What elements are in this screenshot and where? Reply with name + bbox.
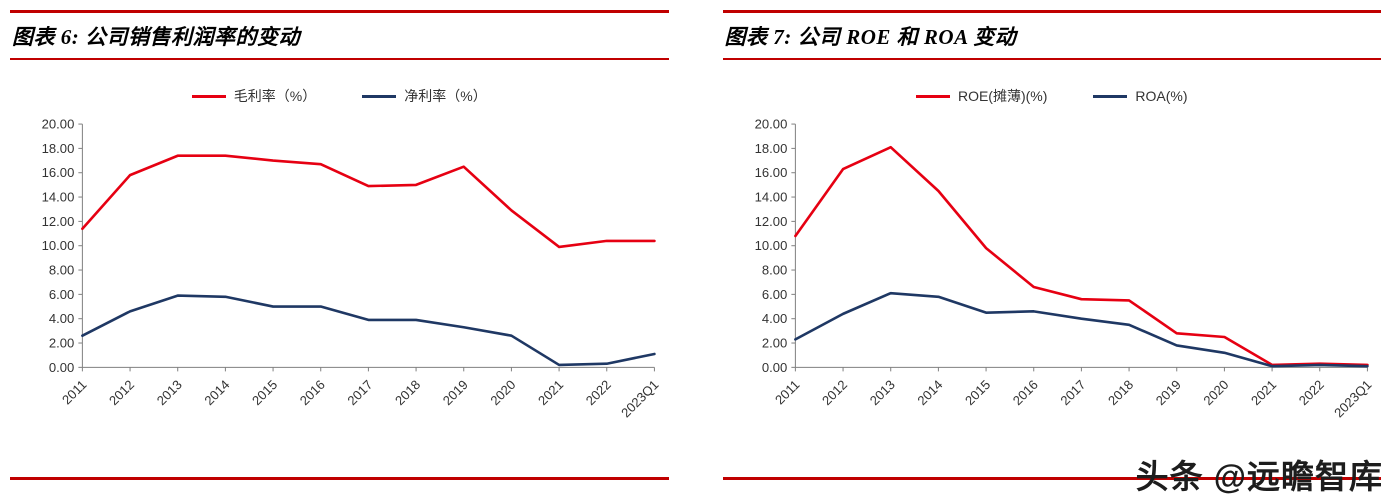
svg-text:2017: 2017	[1057, 377, 1088, 408]
svg-text:12.00: 12.00	[754, 214, 787, 229]
series-line	[81, 294, 656, 367]
svg-text:14.00: 14.00	[754, 190, 787, 205]
svg-text:2022: 2022	[1295, 377, 1326, 408]
svg-text:2015: 2015	[962, 377, 993, 408]
svg-text:2021: 2021	[1248, 377, 1279, 408]
svg-text:0.00: 0.00	[49, 360, 74, 375]
svg-text:2021: 2021	[535, 377, 566, 408]
svg-text:2020: 2020	[487, 377, 518, 408]
svg-text:20.00: 20.00	[754, 117, 787, 132]
chart-plot: 0.00 2.00 4.00 6.00 8.00 10.00 12.00 14.00 16.00…	[10, 112, 669, 436]
svg-text:8.00: 8.00	[761, 263, 786, 278]
svg-text:18.00: 18.00	[42, 141, 75, 156]
title-top-rule	[722, 10, 1381, 13]
svg-text:0.00: 0.00	[761, 360, 786, 375]
figure-panel-chart7: 图表 7: 公司 ROE 和 ROA 变动 ROE(摊薄)(%) ROA(%) 0…	[722, 10, 1382, 480]
svg-text:6.00: 6.00	[49, 287, 74, 302]
svg-text:2013: 2013	[866, 377, 897, 408]
svg-text:2012: 2012	[106, 377, 137, 408]
chart-legend: 毛利率（%） 净利率（%）	[10, 86, 669, 106]
svg-text:2016: 2016	[297, 377, 328, 408]
svg-text:10.00: 10.00	[754, 238, 787, 253]
svg-text:2018: 2018	[392, 377, 423, 408]
svg-text:2013: 2013	[154, 377, 185, 408]
svg-text:4.00: 4.00	[761, 311, 786, 326]
legend-label: ROA(%)	[1135, 88, 1188, 104]
legend-line-swatch	[915, 94, 950, 98]
svg-text:18.00: 18.00	[754, 141, 787, 156]
svg-text:2019: 2019	[1152, 377, 1183, 408]
svg-text:12.00: 12.00	[42, 214, 75, 229]
legend-item: ROE(摊薄)(%)	[915, 86, 1048, 106]
svg-text:2016: 2016	[1009, 377, 1040, 408]
legend-line-swatch	[1093, 94, 1128, 98]
svg-text:4.00: 4.00	[49, 311, 74, 326]
y-axis: 0.00 2.00 4.00 6.00 8.00 10.00 12.00 14.00 16.00…	[42, 117, 83, 375]
svg-text:2020: 2020	[1200, 377, 1231, 408]
x-axis: 2011 2012 2013 2014 2015 2016 2017 2018 2019 2020…	[59, 366, 662, 420]
line-chart-svg: 0.00 2.00 4.00 6.00 8.00 10.00 12.00 14.00 16.00…	[754, 117, 1374, 421]
svg-text:2023Q1: 2023Q1	[618, 377, 661, 420]
report-figures-row: 图表 6: 公司销售利润率的变动 毛利率（%） 净利率（%） 0.00 2.00 4.…	[10, 10, 1382, 480]
legend-label: 净利率（%）	[404, 88, 487, 104]
svg-text:8.00: 8.00	[49, 263, 74, 278]
title-top-rule	[10, 10, 669, 13]
chart-legend: ROE(摊薄)(%) ROA(%)	[723, 86, 1382, 106]
title-bottom-rule	[10, 58, 669, 60]
watermark: 头条 @远瞻智库	[1135, 458, 1383, 495]
svg-text:2023Q1: 2023Q1	[1331, 377, 1374, 420]
svg-text:10.00: 10.00	[42, 238, 75, 253]
figure-title: 图表 6: 公司销售利润率的变动	[12, 25, 300, 49]
series-line	[793, 145, 1369, 367]
svg-text:16.00: 16.00	[42, 165, 75, 180]
chart-plot: 0.00 2.00 4.00 6.00 8.00 10.00 12.00 14.00 16.00…	[723, 112, 1382, 436]
svg-text:2.00: 2.00	[761, 336, 786, 351]
legend-line-swatch	[362, 94, 397, 98]
svg-text:2019: 2019	[440, 377, 471, 408]
svg-text:14.00: 14.00	[42, 190, 75, 205]
svg-text:20.00: 20.00	[42, 117, 75, 132]
line-chart-svg: 0.00 2.00 4.00 6.00 8.00 10.00 12.00 14.00 16.00…	[42, 117, 662, 421]
legend-label: 毛利率（%）	[233, 88, 317, 104]
legend-label: ROE(摊薄)(%)	[957, 88, 1048, 104]
series-line	[81, 154, 656, 249]
figure-bottom-rule	[722, 477, 1381, 480]
svg-text:2014: 2014	[201, 377, 232, 408]
x-axis: 2011 2012 2013 2014 2015 2016 2017 2018 2019 2020…	[772, 366, 1374, 420]
svg-text:2014: 2014	[914, 377, 945, 408]
svg-text:16.00: 16.00	[754, 165, 787, 180]
svg-text:2015: 2015	[249, 377, 280, 408]
series-line	[793, 291, 1369, 368]
legend-item: 毛利率（%）	[191, 86, 317, 106]
svg-text:2012: 2012	[819, 377, 850, 408]
svg-text:2017: 2017	[344, 377, 375, 408]
legend-item: 净利率（%）	[362, 86, 487, 106]
svg-text:2011: 2011	[59, 377, 89, 407]
svg-text:2011: 2011	[772, 377, 802, 407]
y-axis: 0.00 2.00 4.00 6.00 8.00 10.00 12.00 14.00 16.00…	[754, 117, 796, 375]
legend-item: ROA(%)	[1093, 88, 1188, 104]
svg-text:6.00: 6.00	[761, 287, 786, 302]
svg-text:2022: 2022	[583, 377, 614, 408]
title-bottom-rule	[722, 58, 1381, 60]
figure-bottom-rule	[10, 477, 669, 480]
figure-title: 图表 7: 公司 ROE 和 ROA 变动	[724, 25, 1017, 49]
svg-text:2018: 2018	[1105, 377, 1136, 408]
legend-line-swatch	[191, 94, 226, 98]
svg-text:2.00: 2.00	[49, 336, 74, 351]
figure-panel-chart6: 图表 6: 公司销售利润率的变动 毛利率（%） 净利率（%） 0.00 2.00 4.…	[10, 10, 669, 480]
